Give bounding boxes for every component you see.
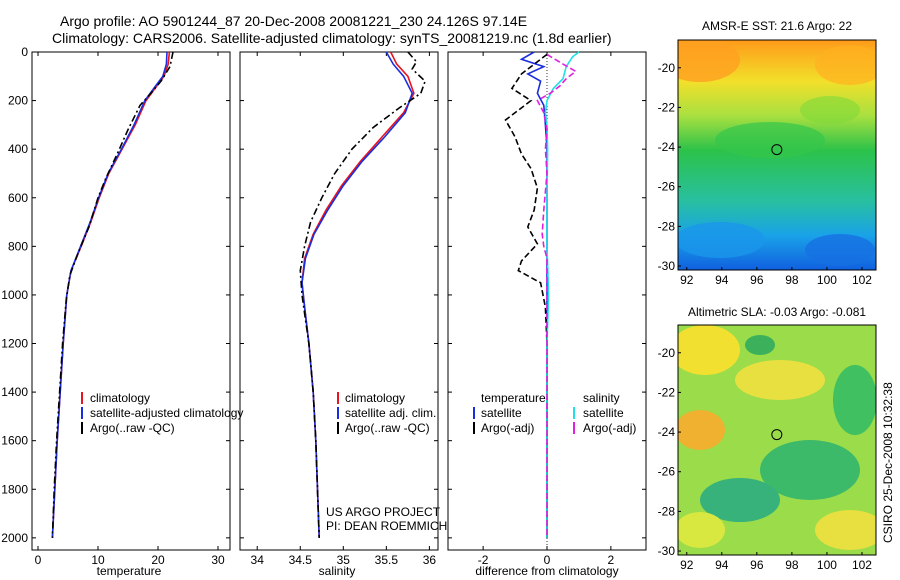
series-salinity-satellite xyxy=(544,51,580,538)
y-tick-label: 0 xyxy=(21,45,28,59)
series-argo-raw-qc- xyxy=(299,51,427,538)
legend-label-argo: Argo(..raw -QC) xyxy=(345,421,430,435)
series-climatology xyxy=(51,51,171,538)
series-temperature-argo-adj- xyxy=(504,53,548,538)
salinity-legend: climatology satellite adj. clim. Argo(..… xyxy=(337,391,436,435)
map-y-tick-label: -28 xyxy=(658,219,676,233)
map-x-tick-label: 92 xyxy=(680,558,694,572)
map-x-tick-label: 100 xyxy=(817,558,837,572)
map-y-tick-label: -26 xyxy=(658,180,676,194)
legend-label-sal-satellite: satellite xyxy=(583,406,624,420)
map-y-tick-label: -26 xyxy=(658,465,676,479)
legend-label-temp-argo: Argo(-adj) xyxy=(481,421,534,435)
map-y-tick-label: -28 xyxy=(658,504,676,518)
map-y-tick-label: -22 xyxy=(658,385,676,399)
x-tick-label: 30 xyxy=(211,553,225,567)
series-climatology xyxy=(301,51,415,538)
sla-map-title: Altimetric SLA: -0.03 Argo: -0.081 xyxy=(688,305,866,319)
map-y-tick-label: -24 xyxy=(658,425,676,439)
y-tick-label: 1000 xyxy=(1,288,28,302)
difference-xlabel: difference from climatology xyxy=(475,564,618,578)
legend-label-climatology: climatology xyxy=(90,391,150,405)
map-x-tick-label: 98 xyxy=(785,558,799,572)
legend-label-sal-argo: Argo(-adj) xyxy=(583,421,636,435)
y-tick-label: 1800 xyxy=(1,482,28,496)
project-note-line2: PI: DEAN ROEMMICH xyxy=(326,519,447,533)
map-x-tick-label: 96 xyxy=(750,273,764,287)
temperature-panel: 0 10 20 30 0 200 400 600 800 1000 1200 1400 1600 1800… xyxy=(1,45,243,578)
map-x-tick-label: 94 xyxy=(715,558,729,572)
salinity-axes-frame xyxy=(239,51,439,551)
map-x-tick-label: 92 xyxy=(680,273,694,287)
x-tick-label: 10 xyxy=(91,553,105,567)
figure-title-line1: Argo profile: AO 5901244_87 20-Dec-2008 … xyxy=(60,13,527,29)
map-x-tick-label: 98 xyxy=(785,273,799,287)
salinity-panel: 34 34.5 35 35.5 36 salinity climatology sate… xyxy=(239,51,447,578)
y-tick-label: 1200 xyxy=(1,337,28,351)
series-argo-raw-qc- xyxy=(51,51,174,538)
y-tick-label: 2000 xyxy=(1,531,28,545)
temperature-legend: climatology satellite-adjusted climatolo… xyxy=(81,391,243,435)
legend-label-temp-satellite: satellite xyxy=(481,406,522,420)
sla-map-frame xyxy=(677,324,877,556)
difference-legend: temperature satellite Argo(-adj) salinit… xyxy=(473,391,636,435)
x-tick-label: 34 xyxy=(251,553,265,567)
y-tick-label: 1400 xyxy=(1,385,28,399)
legend-label-climatology: climatology xyxy=(345,391,405,405)
side-timestamp-label: CSIRO 25-Dec-2008 10:32:38 xyxy=(881,382,895,543)
y-tick-label: 600 xyxy=(8,191,28,205)
map-y-tick-label: -30 xyxy=(658,544,676,558)
map-x-tick-label: 102 xyxy=(852,273,872,287)
y-tick-label: 800 xyxy=(8,239,28,253)
x-tick-label: 35 xyxy=(337,553,351,567)
difference-panel: -2 0 2 difference from climatology tempera… xyxy=(447,51,647,578)
sst-map-field xyxy=(678,40,876,270)
figure-title-line2: Climatology: CARS2006. Satellite-adjuste… xyxy=(52,30,612,46)
legend-label-argo: Argo(..raw -QC) xyxy=(90,421,175,435)
map-y-tick-label: -30 xyxy=(658,259,676,273)
map-y-tick-label: -24 xyxy=(658,140,676,154)
series-salinity-argo-adj- xyxy=(536,53,578,538)
legend-header-salinity: salinity xyxy=(583,391,620,405)
x-tick-label: 35.5 xyxy=(375,553,399,567)
legend-label-satellite: satellite adj. clim. xyxy=(345,406,436,420)
x-tick-label: -2 xyxy=(478,553,489,567)
map-x-tick-label: 94 xyxy=(715,273,729,287)
x-tick-label: 2 xyxy=(608,553,615,567)
map-y-tick-label: -20 xyxy=(658,346,676,360)
y-tick-label: 200 xyxy=(8,94,28,108)
legend-label-satellite: satellite-adjusted climatology xyxy=(90,406,243,420)
temperature-axes-frame xyxy=(31,51,231,551)
x-tick-label: 0 xyxy=(544,553,551,567)
y-tick-label: 400 xyxy=(8,142,28,156)
argo-location-marker xyxy=(771,429,783,441)
series-satellite-adj-clim- xyxy=(301,51,414,538)
y-tick-label: 1600 xyxy=(1,434,28,448)
x-tick-label: 20 xyxy=(151,553,165,567)
project-note-line1: US ARGO PROJECT xyxy=(326,505,441,519)
map-x-tick-label: 102 xyxy=(852,558,872,572)
map-x-tick-label: 96 xyxy=(750,558,764,572)
argo-location-marker xyxy=(771,144,783,156)
sla-map: Altimetric SLA: -0.03 Argo: -0.081 92 94 9… xyxy=(658,305,877,572)
x-tick-label: 36 xyxy=(423,553,437,567)
temperature-xlabel: temperature xyxy=(97,564,162,578)
sst-map-title: AMSR-E SST: 21.6 Argo: 22 xyxy=(702,19,852,33)
sst-map-frame xyxy=(677,39,877,271)
map-y-tick-label: -22 xyxy=(658,100,676,114)
series-satellite-adjusted-climatology xyxy=(51,51,168,538)
x-tick-label: 34.5 xyxy=(289,553,313,567)
x-tick-label: 0 xyxy=(35,553,42,567)
map-y-tick-label: -20 xyxy=(658,61,676,75)
sst-map: AMSR-E SST: 21.6 Argo: 22 92 94 96 98 100 102… xyxy=(658,19,877,287)
legend-header-temperature: temperature xyxy=(481,391,546,405)
map-x-tick-label: 100 xyxy=(817,273,837,287)
salinity-xlabel: salinity xyxy=(319,564,356,578)
